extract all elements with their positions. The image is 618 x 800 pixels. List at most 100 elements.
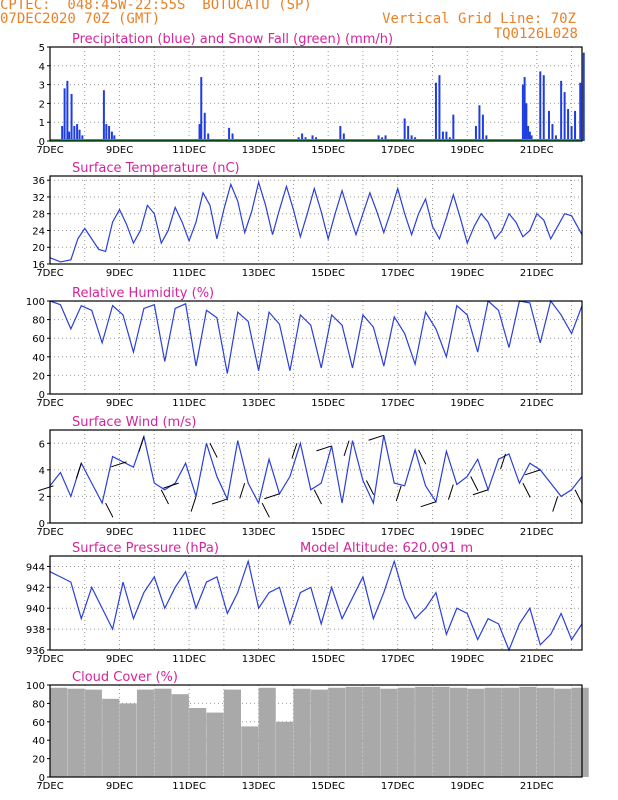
panel-background: [50, 176, 582, 264]
panel-title: Cloud Cover (%): [72, 670, 178, 685]
y-tick-label: 80: [32, 699, 45, 710]
y-tick-label: 2: [39, 492, 45, 503]
precip-bar: [570, 125, 573, 141]
wind-arrow: [209, 443, 218, 458]
cloud-cover-bar: [502, 687, 520, 777]
x-tick-label: 13DEC: [242, 398, 276, 409]
x-tick-label: 17DEC: [381, 268, 415, 279]
cloud-cover-bar: [397, 687, 415, 777]
series-line: [49, 299, 583, 374]
cloud-cover-bar: [223, 689, 242, 777]
x-tick-label: 9DEC: [106, 654, 133, 665]
panel-background: [50, 556, 582, 650]
x-tick-label: 15DEC: [311, 145, 345, 156]
x-tick-label: 11DEC: [172, 781, 206, 792]
wind-arrow: [211, 498, 228, 505]
series-line: [49, 558, 583, 652]
precip-bar: [441, 131, 444, 141]
wind-arrow: [291, 443, 298, 459]
x-tick-label: 7DEC: [36, 781, 63, 792]
x-tick-label: 11DEC: [172, 145, 206, 156]
precip-bar: [63, 88, 66, 141]
x-tick-label: 9DEC: [106, 268, 133, 279]
x-tick-label: 7DEC: [36, 145, 63, 156]
x-tick-label: 15DEC: [311, 781, 345, 792]
y-tick-label: 942: [26, 583, 45, 594]
panel-frame: [49, 175, 583, 265]
precip-bar: [105, 124, 108, 141]
panel-title: Relative Humidity (%): [72, 286, 214, 301]
precip-bar: [68, 131, 71, 141]
y-tick-label: 40: [32, 353, 45, 364]
wind-arrow: [111, 461, 127, 468]
precip-bar: [445, 131, 448, 141]
precip-bar: [73, 125, 76, 141]
x-tick-label: 15DEC: [311, 398, 345, 409]
x-tick-label: 7DEC: [36, 398, 63, 409]
cloud-cover-bar: [554, 688, 572, 777]
precip-bar: [61, 125, 64, 141]
cloud-cover-bar: [189, 708, 207, 777]
wind-arrow: [574, 489, 583, 505]
x-tick-label: 7DEC: [36, 268, 63, 279]
x-tick-label: 17DEC: [381, 145, 415, 156]
precip-bar: [78, 129, 81, 141]
x-tick-label: 13DEC: [242, 654, 276, 665]
precip-bar: [311, 135, 314, 141]
cloud-cover-bar: [432, 686, 450, 777]
x-tick-label: 9DEC: [106, 145, 133, 156]
y-tick-label: 20: [32, 371, 45, 382]
y-tick-label: 3: [39, 81, 45, 92]
x-tick-label: 19DEC: [450, 781, 484, 792]
header-line3-right: TQ0126L028: [493, 26, 578, 42]
wind-arrow: [522, 482, 531, 498]
wind-arrow: [395, 485, 402, 502]
panel-title: Precipitation (blue) and Snow Fall (gree…: [72, 32, 393, 47]
series-line: [49, 179, 583, 263]
y-tick-label: 60: [32, 334, 45, 345]
cloud-cover-bar: [415, 686, 433, 777]
cloud-cover-bar: [310, 689, 328, 777]
y-tick-label: 5: [39, 43, 45, 54]
x-tick-label: 7DEC: [36, 654, 63, 665]
wind-arrow: [160, 489, 169, 505]
precip-bar: [102, 90, 105, 141]
y-tick-label: 4: [39, 62, 45, 73]
precip-bar: [377, 135, 380, 141]
precip-bar: [384, 135, 387, 141]
panel-title: Surface Temperature (nC): [72, 161, 240, 176]
wind-arrow: [420, 501, 437, 508]
series-line: [49, 434, 583, 506]
x-tick-label: 17DEC: [381, 781, 415, 792]
x-tick-label: 21DEC: [520, 781, 554, 792]
precip-bar: [339, 125, 342, 141]
cloud-cover-bar: [84, 689, 102, 777]
precip-bar: [521, 84, 524, 141]
x-tick-label: 17DEC: [381, 527, 415, 538]
precip-bar: [478, 105, 481, 141]
wind-arrow: [163, 482, 179, 489]
panel-frame: [49, 46, 583, 142]
x-tick-label: 13DEC: [242, 268, 276, 279]
wind-arrow: [316, 445, 332, 452]
x-tick-label: 19DEC: [450, 145, 484, 156]
y-tick-label: 28: [32, 210, 45, 221]
x-tick-label: 11DEC: [172, 527, 206, 538]
panel-frame: [49, 429, 583, 524]
precip-bar: [198, 124, 201, 141]
x-tick-label: 17DEC: [381, 398, 415, 409]
x-tick-label: 21DEC: [520, 398, 554, 409]
cloud-cover-bar: [449, 687, 468, 777]
x-tick-label: 21DEC: [520, 268, 554, 279]
wind-arrow: [365, 480, 375, 495]
precip-bar: [108, 125, 111, 141]
wind-arrow: [470, 476, 479, 491]
x-tick-label: 19DEC: [450, 654, 484, 665]
y-tick-label: 6: [39, 439, 45, 450]
precip-bar: [200, 77, 203, 141]
precip-bar: [554, 135, 557, 141]
y-tick-label: 0: [39, 773, 45, 784]
x-tick-label: 17DEC: [381, 654, 415, 665]
x-tick-label: 7DEC: [36, 527, 63, 538]
